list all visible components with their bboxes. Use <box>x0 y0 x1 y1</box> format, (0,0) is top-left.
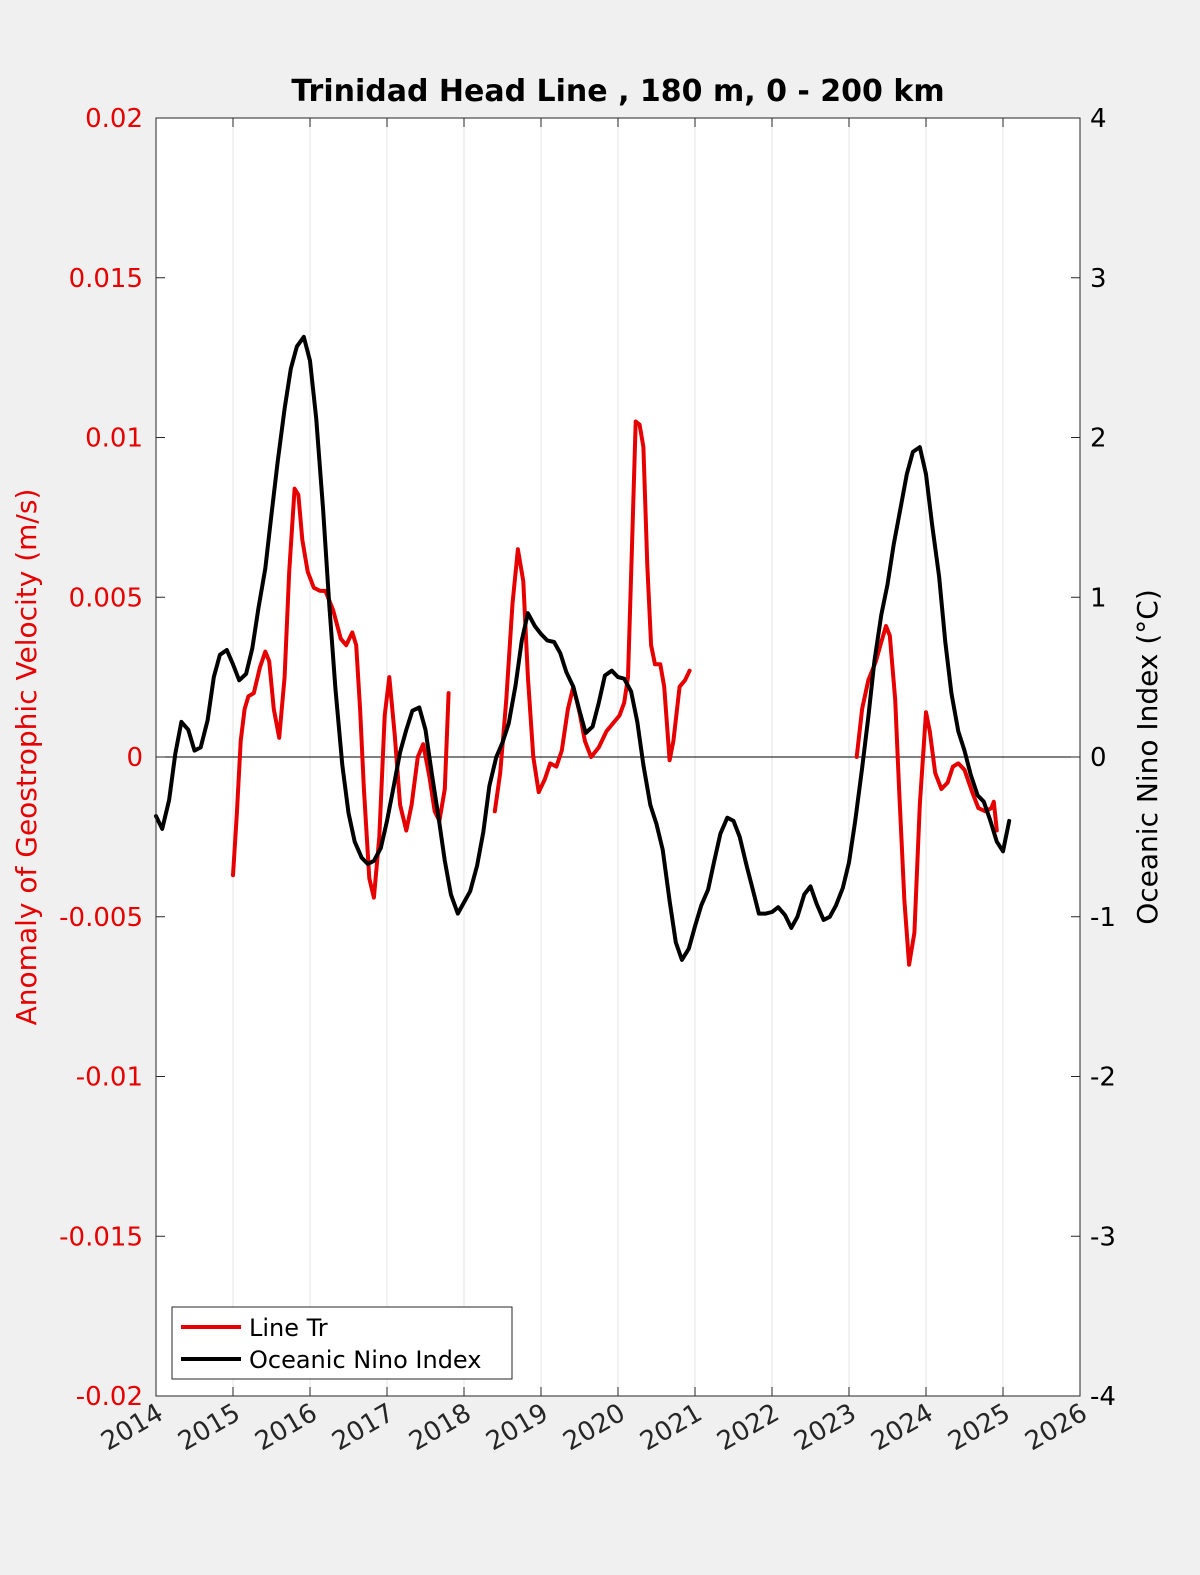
chart-title: Trinidad Head Line , 180 m, 0 - 200 km <box>291 74 944 109</box>
right-tick-label: 3 <box>1090 264 1107 294</box>
legend-box <box>171 1306 513 1380</box>
left-tick-label: -0.005 <box>59 903 143 933</box>
right-tick-label: 2 <box>1090 424 1107 454</box>
left-tick-label: 0.005 <box>69 583 143 613</box>
oceanic-nino-index-series-segment <box>154 334 1012 962</box>
left-tick-label: -0.01 <box>76 1063 143 1093</box>
right-tick-label: 1 <box>1090 583 1107 613</box>
left-tick-label: 0.02 <box>85 104 143 134</box>
line-tr-series-segment <box>231 486 451 900</box>
right-tick-label: -3 <box>1090 1222 1116 1252</box>
legend-label-line-tr: Line Tr <box>249 1314 328 1342</box>
right-tick-label: 0 <box>1090 743 1107 773</box>
left-tick-label: -0.02 <box>76 1382 143 1412</box>
series-lines <box>154 334 1012 967</box>
line-tr-series-segment <box>492 419 692 814</box>
right-tick-label: -4 <box>1090 1382 1116 1412</box>
right-tick-label: 4 <box>1090 104 1107 134</box>
left-y-axis: -0.02 -0.015 -0.01 -0.005 0 0.005 0.01 0.015 0.0… <box>59 104 165 1412</box>
left-axis-label: Anomaly of Geostrophic Velocity (m/s) <box>10 489 43 1026</box>
left-tick-label: 0.01 <box>85 424 143 454</box>
left-tick-label: -0.015 <box>59 1222 143 1252</box>
line-tr-series-segment <box>854 624 999 967</box>
right-tick-label: -1 <box>1090 903 1116 933</box>
left-tick-label: 0 <box>126 743 143 773</box>
legend-label-oni: Oceanic Nino Index <box>249 1346 481 1374</box>
left-tick-label: 0.015 <box>69 264 143 294</box>
right-tick-label: -2 <box>1090 1063 1116 1093</box>
legend: Line Tr Oceanic Nino Index <box>171 1306 513 1380</box>
right-axis-label: Oceanic Nino Index (°C) <box>1131 589 1164 925</box>
right-y-axis: -4 -3 -2 -1 0 1 2 3 4 <box>1071 104 1116 1412</box>
